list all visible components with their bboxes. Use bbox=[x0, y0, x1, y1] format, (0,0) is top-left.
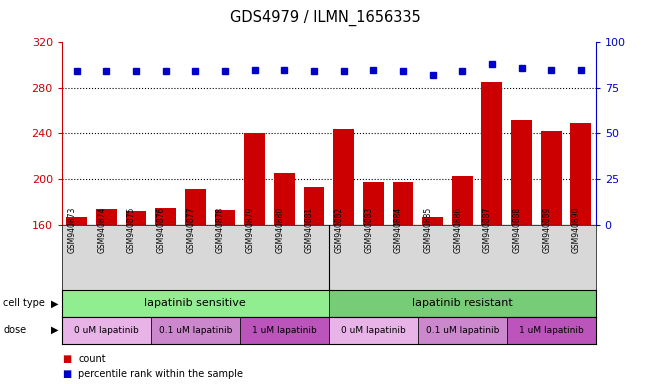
Text: GSM940874: GSM940874 bbox=[98, 207, 106, 253]
Text: ▶: ▶ bbox=[51, 298, 59, 308]
Text: lapatinib sensitive: lapatinib sensitive bbox=[145, 298, 246, 308]
Text: GSM940890: GSM940890 bbox=[572, 207, 581, 253]
Text: GSM940879: GSM940879 bbox=[245, 207, 255, 253]
Bar bbox=[155, 207, 176, 384]
Bar bbox=[452, 175, 473, 384]
Bar bbox=[506, 317, 596, 344]
Bar bbox=[363, 182, 383, 384]
Text: GSM940880: GSM940880 bbox=[275, 207, 284, 253]
Bar bbox=[482, 82, 503, 384]
Bar bbox=[244, 134, 265, 384]
Text: ▶: ▶ bbox=[51, 325, 59, 335]
Bar bbox=[329, 290, 596, 317]
Bar bbox=[274, 173, 295, 384]
Bar bbox=[96, 209, 117, 384]
Text: 0.1 uM lapatinib: 0.1 uM lapatinib bbox=[159, 326, 232, 335]
Bar bbox=[151, 317, 240, 344]
Text: GSM940881: GSM940881 bbox=[305, 207, 314, 253]
Bar bbox=[126, 211, 146, 384]
Text: 1 uM lapatinib: 1 uM lapatinib bbox=[519, 326, 583, 335]
Bar bbox=[185, 189, 206, 384]
Text: cell type: cell type bbox=[3, 298, 45, 308]
Text: 0.1 uM lapatinib: 0.1 uM lapatinib bbox=[426, 326, 499, 335]
Text: GDS4979 / ILMN_1656335: GDS4979 / ILMN_1656335 bbox=[230, 10, 421, 26]
Bar bbox=[62, 317, 151, 344]
Bar bbox=[393, 182, 413, 384]
Text: GSM940882: GSM940882 bbox=[335, 207, 344, 253]
Text: lapatinib resistant: lapatinib resistant bbox=[412, 298, 512, 308]
Bar bbox=[215, 210, 236, 384]
Bar bbox=[511, 120, 532, 384]
Bar bbox=[333, 129, 354, 384]
Text: GSM940886: GSM940886 bbox=[453, 207, 462, 253]
Bar bbox=[422, 217, 443, 384]
Text: 0 uM lapatinib: 0 uM lapatinib bbox=[74, 326, 139, 335]
Text: ■: ■ bbox=[62, 354, 71, 364]
Bar bbox=[570, 123, 591, 384]
Text: GSM940877: GSM940877 bbox=[186, 207, 195, 253]
Text: dose: dose bbox=[3, 325, 27, 335]
Text: GSM940878: GSM940878 bbox=[216, 207, 225, 253]
Bar bbox=[303, 187, 324, 384]
Bar bbox=[62, 290, 329, 317]
Text: GSM940885: GSM940885 bbox=[424, 207, 432, 253]
Text: 0 uM lapatinib: 0 uM lapatinib bbox=[341, 326, 406, 335]
Text: percentile rank within the sample: percentile rank within the sample bbox=[78, 369, 243, 379]
Text: GSM940883: GSM940883 bbox=[365, 207, 373, 253]
Text: 1 uM lapatinib: 1 uM lapatinib bbox=[252, 326, 316, 335]
Text: count: count bbox=[78, 354, 105, 364]
Bar bbox=[66, 217, 87, 384]
Bar bbox=[541, 131, 562, 384]
Text: GSM940875: GSM940875 bbox=[127, 207, 136, 253]
Text: GSM940876: GSM940876 bbox=[157, 207, 165, 253]
Bar bbox=[329, 317, 418, 344]
Bar bbox=[240, 317, 329, 344]
Bar bbox=[418, 317, 506, 344]
Text: GSM940873: GSM940873 bbox=[68, 207, 77, 253]
Text: ■: ■ bbox=[62, 369, 71, 379]
Text: GSM940889: GSM940889 bbox=[542, 207, 551, 253]
Text: GSM940888: GSM940888 bbox=[512, 207, 521, 253]
Text: GSM940884: GSM940884 bbox=[394, 207, 403, 253]
Text: GSM940887: GSM940887 bbox=[483, 207, 492, 253]
